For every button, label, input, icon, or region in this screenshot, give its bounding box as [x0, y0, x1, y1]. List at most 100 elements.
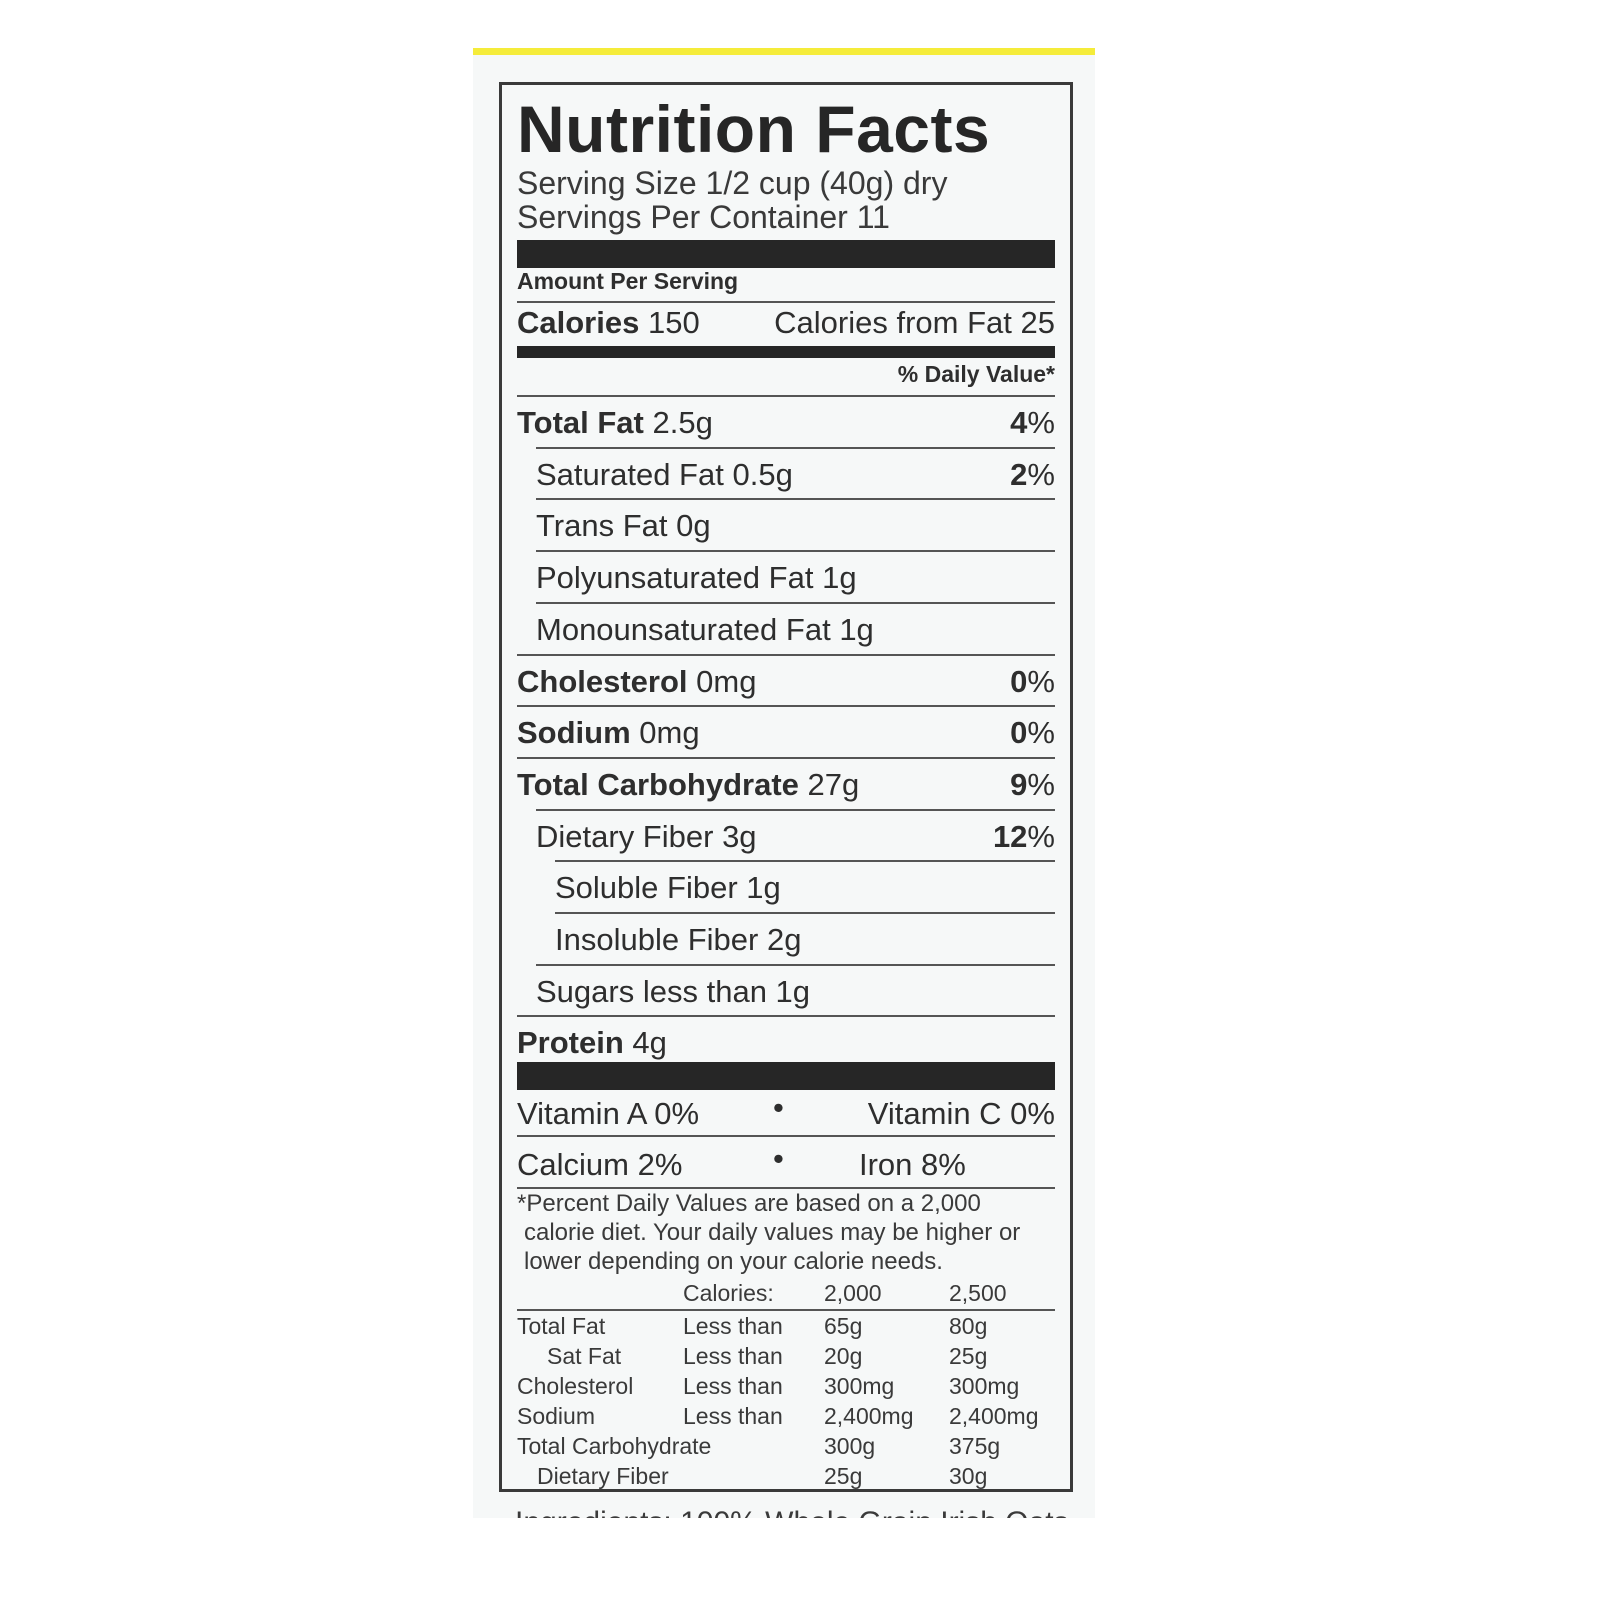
nutrient-amount: 3g — [722, 818, 757, 854]
package-panel: Nutrition Facts Serving Size 1/2 cup (40… — [473, 48, 1095, 1518]
nutrient-row: Total Carbohydrate 27g 9% — [517, 767, 1055, 807]
nutrient-name: Insoluble Fiber — [555, 922, 759, 957]
divider — [517, 1187, 1055, 1189]
dv-percent-sign: % — [1027, 456, 1055, 492]
divider — [536, 808, 1055, 811]
dv-percent-sign: % — [1027, 766, 1055, 802]
nutrient-amount: 1g — [822, 560, 857, 596]
footnote-line: calorie diet. Your daily values may be h… — [524, 1219, 1021, 1246]
nutrient-amount: 0mg — [696, 663, 757, 699]
yellow-stripe — [473, 48, 1095, 55]
daily-value-header: % Daily Value* — [897, 361, 1055, 387]
vitamin-a: Vitamin A 0% — [517, 1096, 700, 1131]
dv-table-cell: 2,400mg — [949, 1403, 1039, 1429]
nutrient-amount: 2g — [766, 922, 802, 957]
nutrition-facts-label: Nutrition Facts Serving Size 1/2 cup (40… — [499, 82, 1073, 1492]
nutrient-name: Sugars — [536, 973, 635, 1009]
nutrient-row: Polyunsaturated Fat 1g — [536, 560, 1055, 600]
nutrient-name: Protein — [517, 1025, 624, 1061]
dv-number: 0 — [1010, 663, 1028, 699]
nutrient-name: Total Carbohydrate — [517, 766, 799, 802]
footnote-line: lower depending on your calorie needs. — [524, 1248, 943, 1275]
divider — [536, 498, 1055, 501]
dv-table-cell: 300mg — [824, 1373, 895, 1399]
nutrient-amount: 1g — [746, 870, 781, 906]
nutrient-amount: 1g — [839, 611, 874, 647]
dv-percent-sign: % — [1027, 818, 1055, 854]
dv-table-cell: Less than — [683, 1313, 783, 1339]
dv-table-cell: 30g — [949, 1463, 988, 1489]
dv-table-cell: Less than — [683, 1403, 783, 1429]
nutrient-name: Monounsaturated Fat — [536, 611, 831, 647]
bullet: • — [773, 1090, 784, 1125]
nutrient-name: Polyunsaturated Fat — [536, 560, 814, 596]
divider — [517, 1309, 1055, 1311]
dv-number: 9 — [1010, 766, 1028, 802]
dv-table-cell: 375g — [949, 1433, 1001, 1459]
nutrient-row: Sodium 0mg 0% — [517, 715, 1055, 755]
dv-table-cell: 65g — [824, 1313, 863, 1339]
dv-table-cell: 300mg — [949, 1373, 1020, 1399]
dv-table-cell: 20g — [824, 1343, 863, 1369]
calories-label: Calories — [517, 305, 640, 340]
dv-table-cell: Cholesterol — [517, 1373, 634, 1399]
nutrient-amount: 27g — [807, 766, 860, 802]
amount-per-serving: Amount Per Serving — [517, 268, 739, 294]
dv-table-cell: 2,000 — [824, 1280, 882, 1306]
nutrient-name: Trans Fat — [536, 508, 668, 544]
dv-number: 12 — [992, 818, 1028, 854]
nutrient-name: Dietary Fiber — [536, 818, 714, 854]
thick-divider — [517, 240, 1055, 268]
nutrient-name: Cholesterol — [517, 663, 688, 699]
nutrient-row: Trans Fat 0g — [536, 508, 1055, 548]
nutrient-row: Monounsaturated Fat 1g — [536, 612, 1055, 652]
dv-table-cell: Less than — [683, 1373, 783, 1399]
vitamin-c: Vitamin C 0% — [867, 1096, 1055, 1131]
daily-value-percent: 4% — [1010, 405, 1055, 445]
footnote-line: *Percent Daily Values are based on a 2,0… — [517, 1190, 981, 1217]
dv-number: 0 — [1010, 715, 1028, 751]
daily-value-percent: 2% — [1010, 457, 1055, 497]
daily-value-percent: 0% — [1010, 715, 1055, 755]
nutrient-row: Soluble Fiber 1g — [555, 870, 1055, 910]
medium-divider — [517, 346, 1055, 358]
footnote: *Percent Daily Values are based on a 2,0… — [517, 1189, 1055, 1276]
dv-table-cell: Sat Fat — [547, 1343, 622, 1369]
calories-value: 150 — [647, 305, 700, 340]
dv-table-cell: 25g — [949, 1343, 988, 1369]
dv-table-cell: 2,400mg — [824, 1403, 914, 1429]
nutrient-name: Saturated Fat — [536, 456, 724, 492]
dv-percent-sign: % — [1027, 405, 1055, 440]
dv-table-cell: 300g — [824, 1433, 876, 1459]
divider — [517, 756, 1055, 759]
divider — [517, 1015, 1055, 1018]
dv-table-cell: 25g — [824, 1463, 863, 1489]
nutrient-row: Total Fat 2.5g 4% — [517, 405, 1055, 445]
divider — [536, 601, 1055, 604]
calories-row: Calories 150 Calories from Fat 25 — [517, 305, 1055, 341]
dv-number: 4 — [1010, 405, 1028, 440]
nutrient-amount: 4g — [632, 1025, 667, 1061]
dv-table-cell: Less than — [683, 1343, 783, 1369]
nutrient-name: Soluble Fiber — [555, 870, 738, 906]
daily-value-percent: 9% — [1010, 767, 1055, 807]
nutrient-amount: 2.5g — [652, 405, 713, 440]
nutrient-row: Sugars less than 1g — [536, 974, 1055, 1014]
nutrient-row: Dietary Fiber 3g 12% — [536, 819, 1055, 859]
mineral-row: Calcium 2% • Iron 8% — [517, 1141, 1055, 1187]
calcium: Calcium 2% — [517, 1147, 683, 1182]
dv-percent-sign: % — [1027, 715, 1055, 751]
nutrient-row: Insoluble Fiber 2g — [555, 922, 1055, 962]
daily-value-percent: 12% — [993, 819, 1055, 859]
nutrient-row: Protein 4g — [517, 1025, 1055, 1065]
calories-from-fat: Calories from Fat 25 — [774, 305, 1055, 340]
vitamin-row: Vitamin A 0% • Vitamin C 0% — [517, 1090, 1055, 1136]
divider — [536, 963, 1055, 966]
divider — [536, 446, 1055, 449]
divider — [536, 550, 1055, 553]
dv-table-cell: Sodium — [517, 1403, 595, 1429]
nutrient-amount: 0.5g — [732, 456, 793, 492]
dv-table-cell: 2,500 — [949, 1280, 1007, 1306]
nutrient-amount: 0g — [676, 508, 711, 544]
dv-table-cell: 80g — [949, 1313, 988, 1339]
